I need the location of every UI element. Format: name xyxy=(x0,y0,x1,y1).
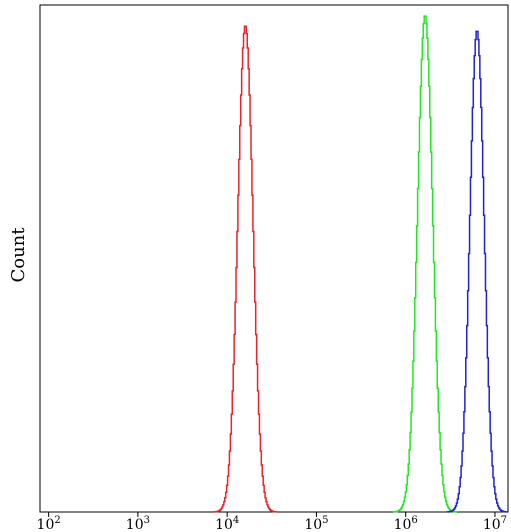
tick-base: 10 xyxy=(215,517,233,532)
histogram-series-1 xyxy=(212,25,279,513)
y-axis-label: Count xyxy=(8,227,29,283)
x-tick-label: 102 xyxy=(37,515,61,532)
x-axis-ticks: 102 103 104 105 106 107 xyxy=(37,512,507,532)
tick-exponent: 7 xyxy=(501,515,507,526)
histogram-series-3 xyxy=(446,30,508,513)
x-tick-label: 107 xyxy=(483,515,507,532)
tick-base: 10 xyxy=(483,517,501,532)
tick-exponent: 3 xyxy=(144,515,150,526)
tick-base: 10 xyxy=(126,517,144,532)
tick-exponent: 6 xyxy=(411,515,417,526)
tick-exponent: 4 xyxy=(233,515,239,526)
plot-frame xyxy=(39,4,509,513)
x-tick-label: 105 xyxy=(304,515,328,532)
x-tick-label: 106 xyxy=(394,515,418,532)
series-layer xyxy=(212,15,508,513)
histogram-series-2 xyxy=(392,15,458,513)
tick-base: 10 xyxy=(394,517,412,532)
tick-exponent: 5 xyxy=(322,515,328,526)
tick-base: 10 xyxy=(304,517,322,532)
tick-base: 10 xyxy=(37,517,55,532)
tick-exponent: 2 xyxy=(54,515,60,526)
x-tick-label: 104 xyxy=(215,515,239,532)
x-tick-label: 103 xyxy=(126,515,150,532)
